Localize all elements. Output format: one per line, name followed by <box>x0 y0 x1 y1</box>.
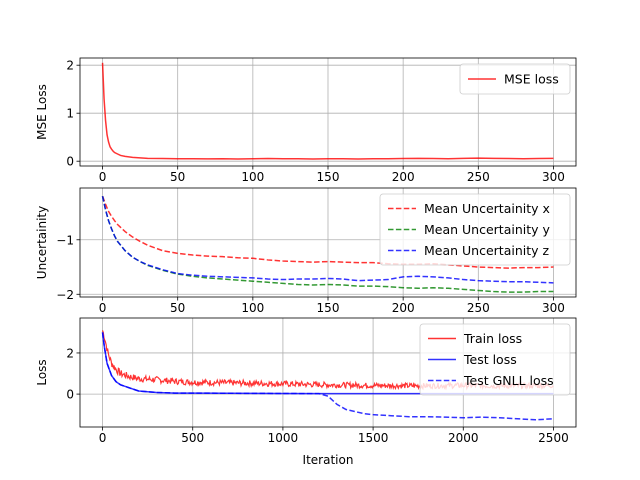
x-tick-label: 1500 <box>358 431 389 445</box>
y-tick-label: −2 <box>56 288 74 302</box>
series-line-mean-uncertainity-z <box>101 196 554 284</box>
legend-label-mean-uncertainity-y: Mean Uncertainity y <box>424 222 551 237</box>
legend-label-test-loss: Test loss <box>463 352 517 367</box>
y-tick-label: 2 <box>66 59 74 73</box>
legend-label-mse-loss: MSE loss <box>504 72 559 87</box>
y-tick-label: 0 <box>66 155 74 169</box>
x-tick-label: 150 <box>317 170 340 184</box>
x-tick-label: 250 <box>467 170 490 184</box>
x-tick-label: 300 <box>542 301 565 315</box>
x-tick-label: 50 <box>170 170 185 184</box>
legend-label-test-gnll-loss: Test GNLL loss <box>463 373 554 388</box>
y-tick-label: 2 <box>66 346 74 360</box>
legend-label-train-loss: Train loss <box>463 331 522 346</box>
x-tick-label: 150 <box>317 301 340 315</box>
x-tick-label: 500 <box>181 431 204 445</box>
y-tick-label: −1 <box>56 233 74 247</box>
y-axis-label: MSE Loss <box>35 84 49 140</box>
x-tick-label: 200 <box>392 170 415 184</box>
x-tick-label: 0 <box>99 431 107 445</box>
x-tick-label: 2500 <box>538 431 569 445</box>
legend: MSE loss <box>459 63 571 95</box>
y-tick-label: 0 <box>66 388 74 402</box>
uncertainty-subplot: 0 50 100 150 200 250 300 −1 −2 Uncertainity Mean U… <box>35 187 577 315</box>
x-tick-label: 50 <box>170 301 185 315</box>
x-axis-label: Iteration <box>303 453 354 467</box>
legend-label-mean-uncertainity-z: Mean Uncertainity z <box>424 243 550 258</box>
series-line-mean-uncertainity-x <box>101 195 554 269</box>
legend-label-mean-uncertainity-x: Mean Uncertainity x <box>424 201 550 216</box>
y-tick-label: 1 <box>66 107 74 121</box>
loss-subplot: 0 500 1000 1500 2000 2500 0 2 Loss Iteration Train… <box>35 317 577 467</box>
y-axis-label: Loss <box>35 359 49 385</box>
y-axis-label: Uncertainity <box>35 206 49 279</box>
x-tick-label: 100 <box>241 170 264 184</box>
legend: Train loss Test loss Test GNLL loss <box>419 323 571 396</box>
series-line-test-gnll-loss <box>101 332 554 421</box>
x-tick-label: 100 <box>241 301 264 315</box>
x-tick-label: 1000 <box>268 431 299 445</box>
legend: Mean Uncertainity x Mean Uncertainity y Me… <box>379 193 571 266</box>
mse-loss-subplot: 0 50 100 150 200 250 300 0 1 2 MSE Loss MSE loss <box>35 57 577 184</box>
series-line-mse-loss <box>101 62 554 160</box>
x-tick-label: 2000 <box>448 431 479 445</box>
x-tick-label: 0 <box>99 170 107 184</box>
x-tick-label: 0 <box>99 301 107 315</box>
x-tick-label: 300 <box>542 170 565 184</box>
x-tick-label: 200 <box>392 301 415 315</box>
axes-frame <box>79 317 577 428</box>
x-tick-label: 250 <box>467 301 490 315</box>
